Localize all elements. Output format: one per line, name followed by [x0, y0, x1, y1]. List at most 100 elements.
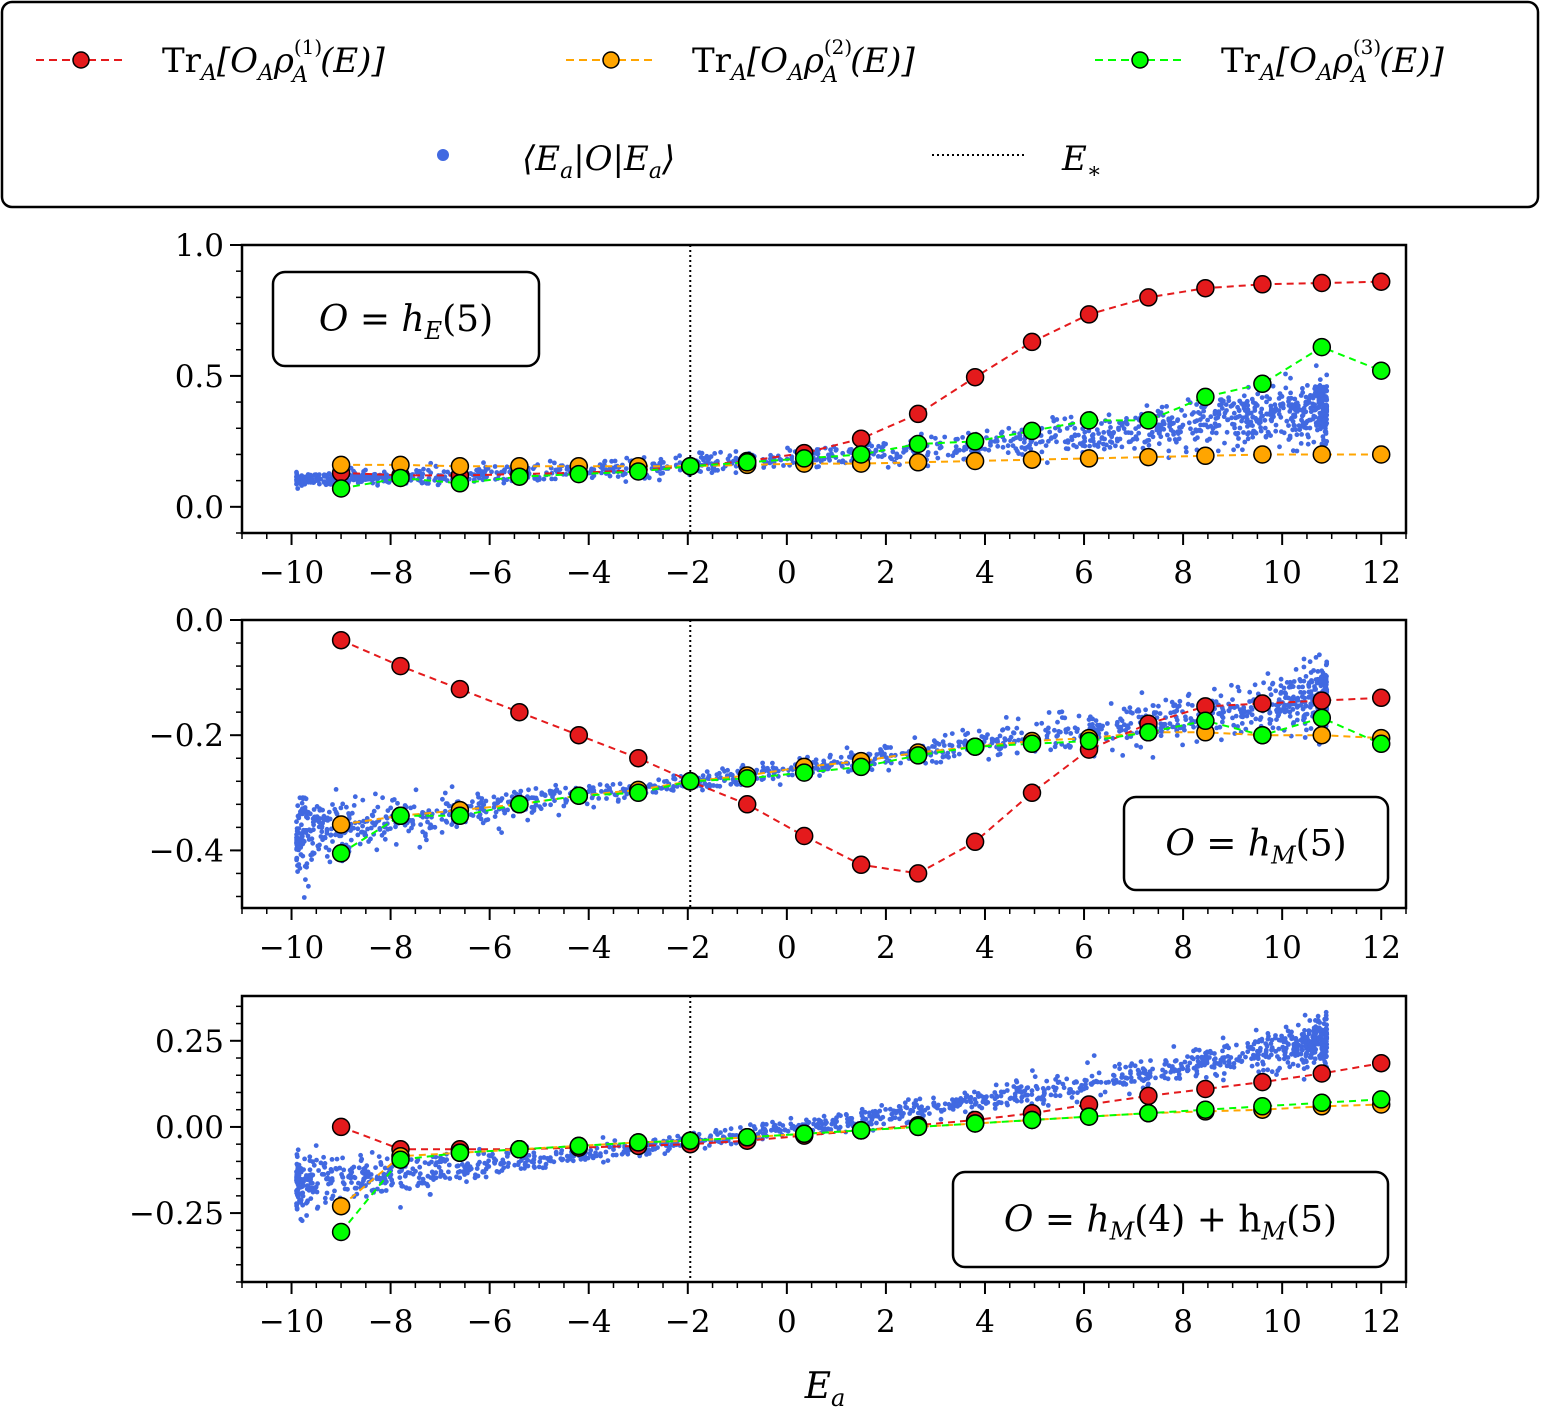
marker-tr3 — [629, 462, 648, 481]
eigenstate-point — [994, 738, 999, 744]
eigenstate-point — [938, 1107, 944, 1113]
eigenstate-point — [917, 1096, 923, 1102]
eigenstate-point — [1169, 415, 1175, 420]
eigenstate-point — [1091, 1079, 1097, 1085]
eigenstate-point — [1231, 410, 1237, 416]
eigenstate-point — [1187, 1060, 1193, 1066]
eigenstate-point — [324, 854, 330, 859]
eigenstate-point — [812, 1117, 817, 1122]
eigenstate-point — [1182, 727, 1187, 733]
eigenstate-point — [384, 815, 390, 821]
eigenstate-point — [373, 1165, 378, 1170]
eigenstate-point — [988, 440, 993, 446]
marker-tr1 — [1253, 694, 1272, 713]
eigenstate-point — [295, 830, 301, 836]
eigenstate-point — [349, 810, 355, 816]
marker-tr1 — [1079, 305, 1099, 324]
x-tick-label: 4 — [975, 555, 995, 591]
eigenstate-point — [1169, 699, 1175, 705]
eigenstate-point — [1278, 403, 1284, 409]
eigenstate-point — [310, 1180, 315, 1186]
eigenstate-point — [1048, 1092, 1054, 1098]
eigenstate-point — [1267, 721, 1273, 726]
legend-tr3-label: TrA[OAρ(3) A (E)] — [1221, 35, 1444, 88]
eigenstate-point — [995, 443, 1001, 449]
marker-tr1 — [1022, 332, 1042, 352]
eigenstate-point — [929, 434, 934, 440]
eigenstate-point — [657, 477, 662, 483]
eigenstate-point — [1278, 676, 1284, 682]
eigenstate-point — [600, 1135, 606, 1140]
eigenstate-point — [1096, 431, 1101, 436]
marker-tr3 — [794, 1124, 814, 1144]
eigenstate-point — [1062, 715, 1068, 721]
eigenstate-point — [1286, 684, 1292, 690]
eigenstate-point — [610, 1152, 616, 1158]
eigenstate-point — [294, 1206, 300, 1212]
eigenstate-point — [1264, 394, 1270, 399]
eigenstate-point — [1239, 721, 1245, 726]
eigenstate-point — [1323, 680, 1328, 685]
eigenstate-point — [1000, 727, 1005, 733]
eigenstate-point — [1263, 1047, 1269, 1053]
eigenstate-point — [356, 1165, 362, 1171]
eigenstate-point — [878, 747, 883, 752]
eigenstate-point — [1035, 1086, 1040, 1092]
eigenstate-point — [393, 824, 398, 830]
eigenstate-point — [1301, 1076, 1307, 1082]
eigenstate-point — [1234, 1042, 1239, 1048]
eigenstate-point — [1211, 1057, 1217, 1063]
eigenstate-point — [1307, 425, 1313, 431]
eigenstate-point — [368, 825, 374, 831]
eigenstate-point — [883, 759, 888, 765]
eigenstate-point — [1218, 693, 1224, 699]
eigenstate-point — [1315, 669, 1321, 674]
eigenstate-point — [1290, 684, 1296, 689]
eigenstate-point — [828, 1127, 834, 1132]
x-tick-label: 2 — [876, 930, 896, 966]
eigenstate-point — [1029, 1092, 1035, 1097]
eigenstate-point — [1080, 1086, 1086, 1092]
eigenstate-point — [502, 810, 508, 816]
eigenstate-point — [1029, 1088, 1035, 1094]
eigenstate-point — [1273, 1033, 1278, 1038]
eigenstate-point — [894, 452, 900, 458]
eigenstate-point — [789, 456, 794, 462]
eigenstate-point — [320, 820, 325, 826]
marker-tr3 — [510, 467, 529, 486]
eigenstate-point — [942, 1101, 948, 1107]
eigenstate-point — [1318, 683, 1324, 689]
eigenstate-point — [1288, 375, 1293, 381]
eigenstate-point — [349, 1180, 354, 1185]
eigenstate-point — [491, 1156, 497, 1161]
eigenstate-point — [303, 877, 308, 882]
eigenstate-point — [883, 1107, 888, 1112]
eigenstate-point — [1258, 425, 1263, 430]
eigenstate-point — [1025, 1085, 1031, 1090]
eigenstate-point — [1025, 1092, 1030, 1098]
eigenstate-point — [483, 817, 489, 823]
eigenstate-point — [777, 456, 783, 462]
eigenstate-point — [946, 754, 951, 760]
eigenstate-point — [496, 826, 502, 832]
eigenstate-point — [299, 1218, 305, 1224]
eigenstate-point — [817, 773, 822, 778]
eigenstate-point — [1303, 394, 1309, 400]
eigenstate-point — [1274, 717, 1279, 722]
eigenstate-point — [1324, 1038, 1329, 1044]
eigenstate-point — [847, 754, 853, 760]
eigenstate-point — [1134, 730, 1140, 735]
eigenstate-point — [775, 768, 781, 774]
eigenstate-point — [1117, 1080, 1123, 1085]
eigenstate-point — [364, 1194, 369, 1199]
eigenstate-point — [1027, 442, 1032, 448]
eigenstate-point — [707, 1143, 712, 1148]
eigenstate-point — [1241, 403, 1246, 409]
eigenstate-point — [599, 470, 604, 476]
eigenstate-point — [542, 793, 548, 799]
eigenstate-point — [477, 1146, 482, 1152]
eigenstate-point — [979, 734, 985, 739]
eigenstate-point — [1284, 418, 1290, 424]
eigenstate-point — [440, 796, 445, 802]
eigenstate-point — [1108, 701, 1114, 706]
